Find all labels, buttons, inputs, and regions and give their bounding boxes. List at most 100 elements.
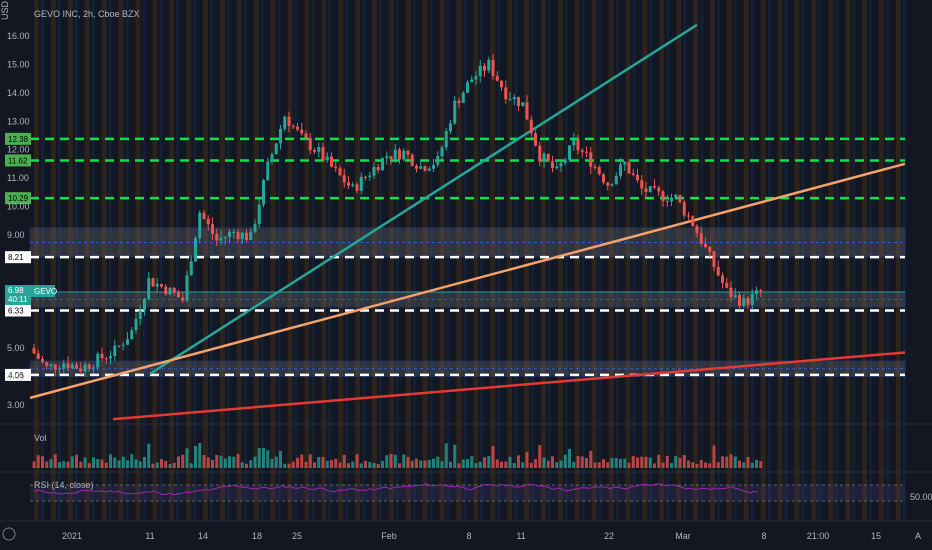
volume-bar — [168, 463, 172, 468]
volume-bar — [70, 456, 74, 468]
candle-body — [670, 197, 673, 202]
volume-bar — [755, 459, 758, 468]
volume-bar — [512, 463, 516, 468]
candle-body — [308, 137, 312, 151]
candle-body — [240, 232, 244, 240]
candle-body — [725, 282, 729, 288]
afterhours-band — [531, 0, 535, 521]
volume-bar — [457, 463, 461, 468]
candle-body — [436, 156, 440, 165]
candle-body — [398, 149, 401, 160]
trendline-orange[interactable] — [29, 162, 906, 400]
session-bands — [34, 0, 906, 521]
volume-bar — [330, 460, 333, 468]
volume-bar — [283, 463, 287, 468]
candle-body — [457, 100, 461, 103]
volume-bar — [359, 463, 363, 468]
volume-bar — [610, 458, 614, 468]
candle-body — [198, 212, 202, 239]
afterhours-band — [852, 0, 856, 521]
volume-bar — [381, 460, 384, 468]
trendline-red[interactable] — [112, 351, 906, 421]
rsi-pane — [30, 483, 905, 502]
premarket-band — [304, 0, 310, 521]
candle-body — [661, 191, 665, 201]
volume-bar — [334, 458, 338, 468]
premarket-band — [169, 0, 175, 521]
level-badge-label: 12.38 — [8, 135, 29, 144]
price-tick-label: 5.00 — [7, 343, 25, 353]
afterhours-band — [142, 0, 146, 521]
volume-bar — [440, 461, 444, 468]
volume-bar — [79, 461, 83, 468]
volume-bar — [262, 447, 265, 468]
price-axis[interactable]: 3.00 4.00 5.00 9.00 10.00 11.00 12.00 13.00 14.0… — [7, 31, 30, 410]
current-price-badge[interactable] — [5, 285, 31, 306]
level-badge — [5, 304, 31, 317]
candle-body — [631, 173, 635, 175]
candle-body — [151, 278, 155, 287]
volume-bar — [113, 457, 117, 468]
volume-bar — [729, 454, 733, 468]
afterhours-band — [886, 0, 889, 521]
volume-bar — [240, 462, 244, 468]
candle-body — [602, 174, 605, 183]
premarket-band — [321, 0, 327, 521]
premarket-band — [456, 0, 462, 521]
time-axis[interactable]: 2021 11 14 18 25 Feb 8 11 22 Mar 8 21:00 15 A — [62, 531, 921, 541]
volume-bar — [483, 457, 486, 468]
volume-bar — [597, 462, 601, 468]
volume-bar — [648, 457, 652, 468]
time-tick-label: A — [915, 531, 921, 541]
volume-bar — [406, 456, 410, 468]
volume-bar — [670, 463, 673, 468]
premarket-band — [152, 0, 158, 521]
candle-body — [478, 65, 482, 77]
volume-bar — [151, 463, 155, 468]
afterhours-band — [514, 0, 518, 521]
afterhours-band — [108, 0, 112, 521]
settings-gear-icon[interactable] — [2, 527, 16, 541]
afterhours-band — [902, 0, 906, 521]
volume-bar — [644, 456, 648, 468]
candle-body — [576, 139, 580, 151]
afterhours-band — [277, 0, 281, 521]
candle-body — [185, 275, 189, 301]
volume-bar — [228, 456, 231, 468]
volume-bar — [631, 456, 635, 468]
candle-body — [648, 186, 652, 193]
trendline-teal[interactable] — [149, 23, 698, 375]
afterhours-band — [379, 0, 382, 521]
candle-body — [342, 175, 346, 183]
volume-bar — [236, 454, 240, 468]
candle-body — [546, 153, 550, 162]
candle-body — [381, 158, 384, 171]
afterhours-band — [446, 0, 450, 521]
volume-bar — [177, 456, 180, 468]
current-price-label: 6.98 — [8, 286, 24, 295]
volume-bar — [130, 454, 134, 468]
candle-body — [432, 164, 435, 169]
candle-body — [117, 345, 121, 347]
candle-body — [423, 166, 427, 171]
candle-body — [245, 232, 248, 241]
premarket-band — [84, 0, 90, 521]
volume-bar — [32, 461, 36, 468]
volume-bar — [164, 461, 168, 468]
volume-bar — [355, 454, 359, 468]
volume-bar — [682, 454, 686, 468]
premarket-band — [659, 0, 665, 521]
volume-bar — [126, 460, 129, 468]
candle-body — [83, 364, 87, 372]
candle-body — [495, 75, 499, 81]
volume-bar — [321, 456, 325, 468]
candle-body — [287, 116, 291, 127]
trendlines[interactable] — [29, 23, 906, 421]
premarket-band — [287, 0, 293, 521]
time-tick-label: 2021 — [62, 531, 82, 541]
afterhours-band — [429, 0, 433, 521]
candle-body — [49, 364, 53, 367]
premarket-band — [726, 0, 732, 521]
